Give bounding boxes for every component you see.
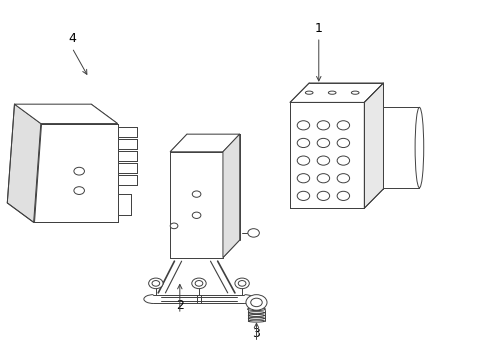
Circle shape: [74, 167, 84, 175]
Ellipse shape: [305, 91, 312, 94]
Polygon shape: [117, 127, 136, 137]
Circle shape: [317, 121, 329, 130]
Circle shape: [336, 138, 349, 148]
Ellipse shape: [247, 308, 265, 311]
Circle shape: [297, 191, 309, 201]
Polygon shape: [170, 152, 223, 258]
Circle shape: [336, 156, 349, 165]
Text: 3: 3: [252, 327, 260, 340]
Text: 2: 2: [176, 299, 183, 312]
Circle shape: [247, 229, 259, 237]
Ellipse shape: [248, 312, 264, 314]
Polygon shape: [117, 139, 136, 149]
Circle shape: [250, 298, 262, 307]
Circle shape: [234, 278, 249, 289]
Circle shape: [317, 156, 329, 165]
Circle shape: [297, 156, 309, 165]
Polygon shape: [117, 194, 131, 215]
Circle shape: [336, 191, 349, 201]
Circle shape: [297, 138, 309, 148]
Circle shape: [195, 280, 203, 286]
Ellipse shape: [248, 317, 264, 319]
Circle shape: [148, 278, 163, 289]
Polygon shape: [117, 163, 136, 173]
Circle shape: [192, 191, 201, 197]
Circle shape: [297, 121, 309, 130]
Circle shape: [152, 280, 160, 286]
Ellipse shape: [351, 91, 358, 94]
Circle shape: [74, 187, 84, 194]
Circle shape: [238, 280, 245, 286]
Polygon shape: [34, 123, 117, 222]
Circle shape: [191, 278, 206, 289]
Polygon shape: [383, 107, 419, 188]
Polygon shape: [289, 83, 383, 102]
Circle shape: [317, 191, 329, 201]
Circle shape: [245, 294, 266, 310]
Ellipse shape: [248, 315, 264, 316]
Polygon shape: [170, 134, 239, 152]
Ellipse shape: [328, 91, 335, 94]
Polygon shape: [117, 175, 136, 185]
Polygon shape: [223, 134, 239, 258]
Polygon shape: [7, 104, 41, 222]
Circle shape: [192, 212, 201, 219]
Text: 4: 4: [68, 32, 76, 45]
Polygon shape: [117, 151, 136, 161]
Polygon shape: [289, 102, 364, 208]
Ellipse shape: [414, 107, 423, 188]
Circle shape: [336, 174, 349, 183]
Circle shape: [297, 174, 309, 183]
Circle shape: [317, 174, 329, 183]
Ellipse shape: [248, 320, 264, 322]
Circle shape: [336, 121, 349, 130]
Polygon shape: [15, 104, 117, 123]
Circle shape: [170, 223, 178, 229]
Circle shape: [317, 138, 329, 148]
Text: 1: 1: [314, 22, 322, 35]
Polygon shape: [364, 83, 383, 208]
